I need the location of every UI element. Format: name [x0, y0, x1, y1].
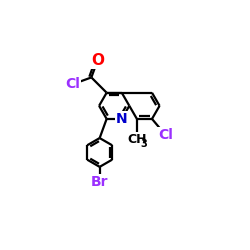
Text: Br: Br — [91, 176, 108, 190]
Text: O: O — [91, 53, 104, 68]
Text: CH: CH — [127, 133, 147, 146]
Text: Cl: Cl — [158, 128, 173, 142]
Text: 3: 3 — [141, 138, 148, 148]
Text: Cl: Cl — [65, 78, 80, 92]
Text: N: N — [116, 112, 128, 126]
